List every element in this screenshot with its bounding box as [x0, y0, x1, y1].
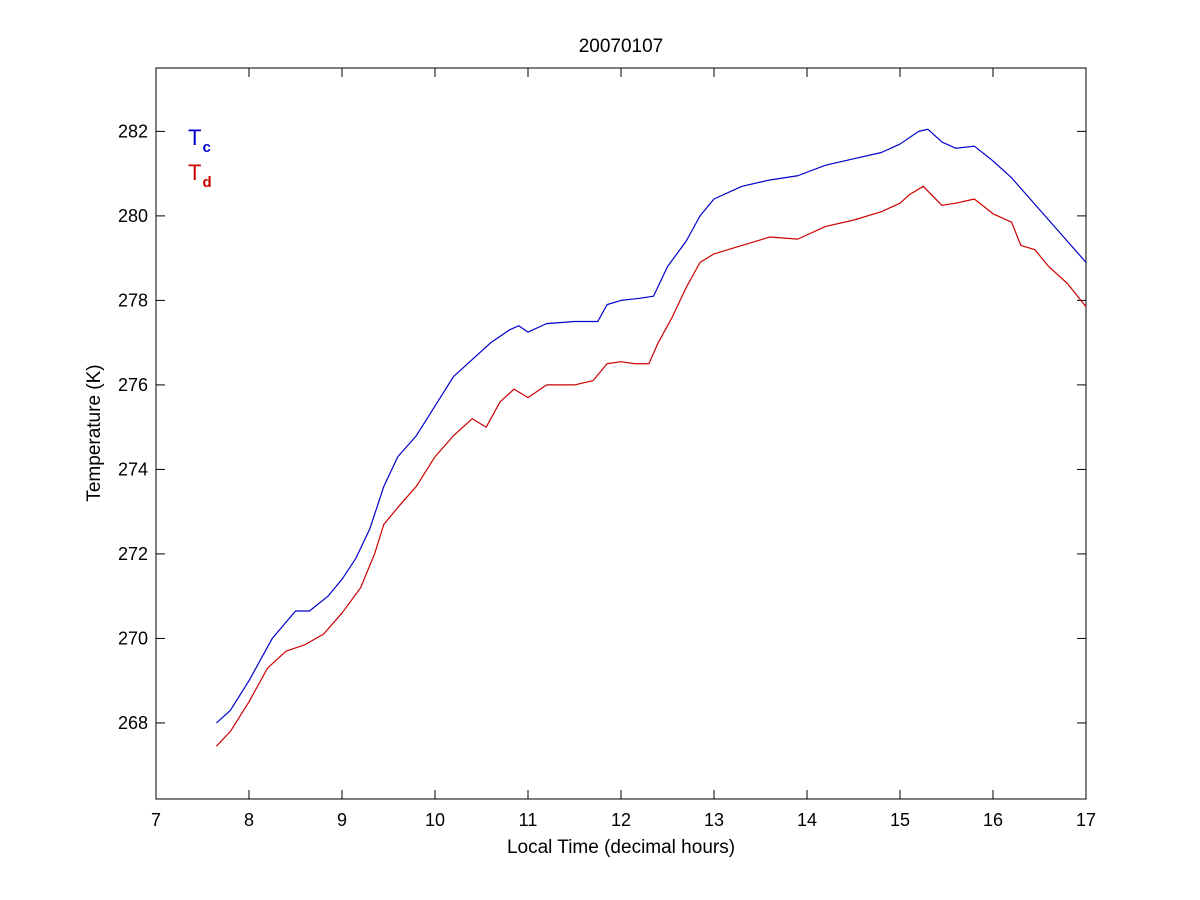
y-tick-label: 278 [118, 290, 148, 310]
y-tick-label: 268 [118, 713, 148, 733]
legend-entry-td: Td [188, 160, 212, 191]
y-tick-label: 276 [118, 375, 148, 395]
chart-title: 20070107 [579, 36, 664, 57]
legend-subscript: d [202, 174, 211, 191]
x-tick-label: 10 [425, 810, 445, 830]
y-tick-label: 274 [118, 459, 148, 479]
y-tick-label: 280 [118, 206, 148, 226]
x-tick-label: 12 [611, 810, 631, 830]
y-axis-ticks: 268 270 272 274 276 278 280 282 [118, 121, 1086, 733]
x-tick-label: 17 [1076, 810, 1096, 830]
plot-area [155, 67, 1087, 800]
legend-entry-tc: Tc [188, 125, 211, 156]
x-tick-label: 9 [337, 810, 347, 830]
x-tick-label: 15 [890, 810, 910, 830]
x-tick-label: 16 [983, 810, 1003, 830]
series-layer [216, 128, 1087, 747]
x-tick-label: 11 [519, 810, 538, 830]
legend-main: T [188, 125, 201, 150]
series-line-tc [216, 128, 1087, 724]
x-tick-label: 8 [244, 810, 254, 830]
x-axis-ticks: 7 8 9 10 11 12 13 14 15 16 17 [151, 68, 1096, 830]
y-tick-label: 272 [118, 544, 148, 564]
x-tick-label: 14 [797, 810, 817, 830]
series-line-td [216, 185, 1087, 747]
legend-main: T [188, 160, 201, 185]
y-tick-label: 270 [118, 628, 148, 648]
x-axis-label: Local Time (decimal hours) [507, 837, 735, 858]
y-tick-label: 282 [118, 121, 148, 141]
x-tick-label: 13 [704, 810, 724, 830]
x-tick-label: 7 [151, 810, 161, 830]
legend-subscript: c [202, 139, 210, 156]
y-axis-label: Temperature (K) [84, 364, 105, 501]
